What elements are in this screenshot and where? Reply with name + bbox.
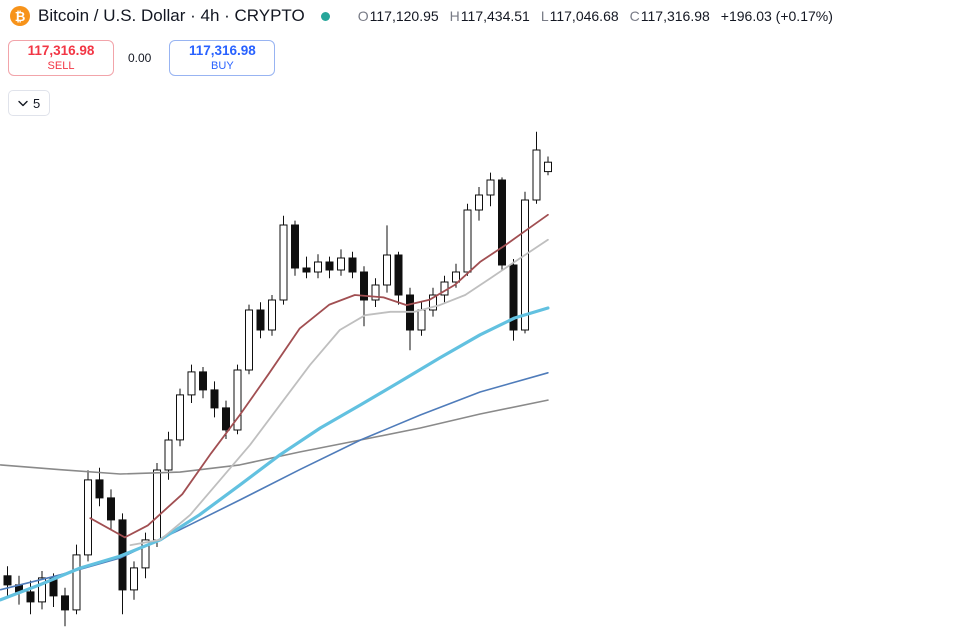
candle bbox=[256, 309, 265, 331]
overlay-ma-long-gray bbox=[0, 399, 549, 475]
candle bbox=[84, 479, 92, 556]
candle bbox=[72, 554, 81, 611]
candle bbox=[153, 469, 161, 541]
chart-legend: ₿ Bitcoin / U.S. Dollar · 4h · CRYPTO O … bbox=[10, 6, 833, 26]
sell-button[interactable]: 117,316.98 SELL bbox=[8, 40, 114, 76]
candle bbox=[107, 497, 115, 521]
candle bbox=[521, 199, 529, 331]
candle bbox=[268, 299, 276, 331]
candles-layer bbox=[3, 131, 552, 627]
spread-value: 0.00 bbox=[128, 51, 152, 65]
candle bbox=[348, 257, 357, 273]
candle bbox=[61, 595, 69, 611]
candle bbox=[233, 369, 242, 431]
symbol-title[interactable]: Bitcoin / U.S. Dollar · 4h · CRYPTO bbox=[38, 6, 305, 25]
sell-price: 117,316.98 bbox=[27, 43, 95, 59]
overlay-ma-fast-maroon bbox=[89, 213, 549, 539]
candle bbox=[429, 294, 437, 311]
close-label: C bbox=[629, 8, 640, 24]
high-value: 117,434.51 bbox=[460, 8, 530, 24]
change-value: +196.03 (+0.17%) bbox=[720, 8, 833, 24]
indicator-count: 5 bbox=[33, 95, 41, 111]
buy-price: 117,316.98 bbox=[188, 43, 256, 59]
buy-button[interactable]: 117,316.98 BUY bbox=[169, 40, 276, 76]
candle bbox=[176, 394, 184, 441]
candle bbox=[498, 179, 506, 266]
candle bbox=[164, 439, 173, 471]
candle bbox=[314, 261, 322, 273]
candle bbox=[452, 271, 460, 283]
candle bbox=[463, 209, 472, 273]
overlay-ma-blue bbox=[0, 371, 549, 591]
close-value: 117,316.98 bbox=[640, 8, 710, 24]
candle bbox=[291, 224, 299, 269]
candle bbox=[325, 261, 334, 271]
candle bbox=[475, 194, 483, 211]
candle bbox=[371, 284, 380, 301]
candle bbox=[199, 371, 207, 391]
candle bbox=[532, 149, 541, 201]
candle bbox=[417, 309, 426, 331]
candle bbox=[544, 161, 552, 173]
ohlc-readout: O 117,120.95 H 117,434.51 L 117,046.68 C… bbox=[358, 8, 833, 24]
candle bbox=[245, 309, 253, 371]
low-label: L bbox=[540, 8, 549, 24]
candle bbox=[394, 254, 403, 296]
candle bbox=[141, 539, 150, 569]
overlays-layer bbox=[0, 213, 550, 602]
candle bbox=[222, 407, 230, 431]
candle bbox=[187, 371, 196, 396]
high-label: H bbox=[449, 8, 460, 24]
candle bbox=[509, 264, 518, 331]
overlay-ma-cyan-thick bbox=[0, 306, 550, 602]
candle bbox=[302, 267, 311, 273]
candle bbox=[210, 389, 219, 409]
bitcoin-icon: ₿ bbox=[10, 6, 30, 26]
low-value: 117,046.68 bbox=[549, 8, 619, 24]
trade-panel: 117,316.98 SELL 0.00 117,316.98 BUY bbox=[8, 40, 276, 76]
candle bbox=[38, 577, 46, 603]
candle bbox=[130, 567, 138, 591]
candle bbox=[26, 591, 35, 603]
overlay-ma-mid-silver bbox=[129, 238, 549, 546]
candle bbox=[95, 479, 104, 499]
sell-label: SELL bbox=[47, 59, 75, 72]
candle bbox=[486, 179, 495, 196]
chevron-down-icon bbox=[18, 100, 28, 107]
open-value: 117,120.95 bbox=[369, 8, 439, 24]
candle bbox=[3, 575, 12, 586]
candle bbox=[337, 257, 345, 271]
candle bbox=[279, 224, 288, 301]
market-status-icon bbox=[320, 11, 330, 21]
legend-collapse-toggle[interactable]: 5 bbox=[8, 90, 51, 116]
candle bbox=[360, 271, 368, 301]
buy-label: BUY bbox=[211, 59, 234, 72]
candle bbox=[383, 254, 391, 286]
open-label: O bbox=[357, 8, 369, 24]
